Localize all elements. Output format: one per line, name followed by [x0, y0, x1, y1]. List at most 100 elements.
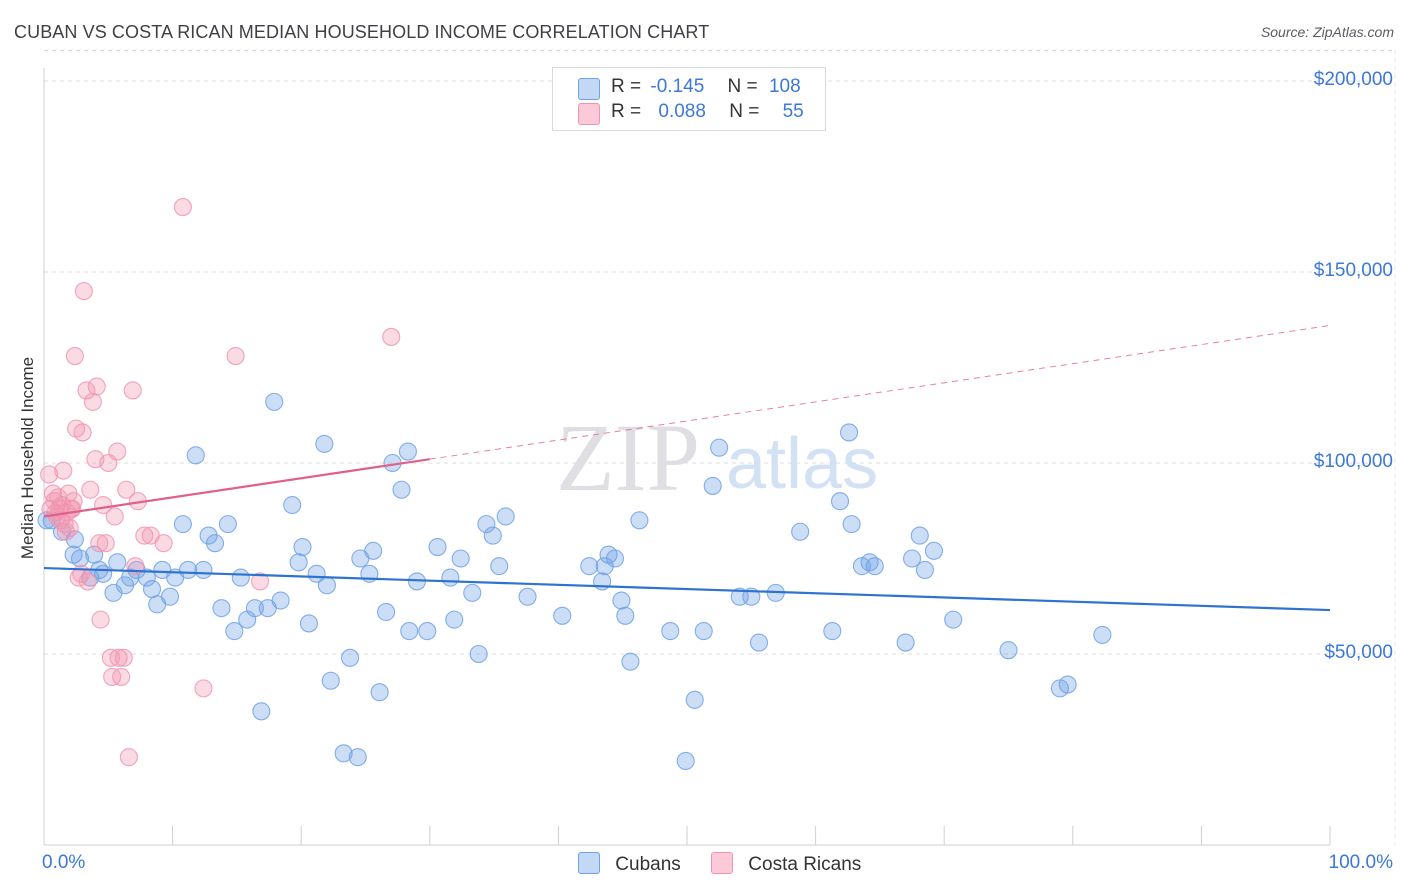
costa-ricans-point-43: [117, 480, 136, 499]
costa-ricans-trend-extension: [429, 324, 1331, 460]
cubans-point-59: [441, 568, 460, 587]
costa-ricans-point-48: [135, 526, 154, 545]
costa-ricans-point-42: [114, 648, 133, 667]
cubans-point-27: [218, 515, 237, 534]
cubans-point-84: [710, 438, 729, 457]
cubans-point-4: [70, 549, 90, 568]
costa-ricans-point-32: [91, 610, 110, 629]
costa-ricans-point-54: [250, 572, 270, 591]
costa-ricans-trend-line: [43, 458, 430, 518]
cubans-point-86: [742, 587, 761, 606]
y-tick-label-1: $100,000: [1313, 451, 1393, 472]
costa-ricans-point-19: [65, 346, 84, 366]
cubans-point-32: [252, 702, 271, 721]
costa-ricans-point-41: [112, 667, 131, 686]
costa-ricans-r-label: R =: [611, 101, 642, 122]
costa-ricans-point-38: [105, 507, 124, 526]
costa-ricans-point-55: [382, 327, 401, 346]
costa-ricans-point-23: [73, 423, 92, 442]
y-tick-label-0: $50,000: [1324, 642, 1393, 663]
costa-ricans-point-18: [64, 492, 83, 511]
y-tick-label-2: $150,000: [1313, 260, 1393, 281]
costa-ricans-point-0: [40, 465, 59, 484]
costa-ricans-point-51: [173, 198, 192, 217]
series-costa-ricans: [40, 198, 401, 767]
cubans-swatch: [578, 78, 600, 100]
cubans-point-15: [142, 580, 162, 599]
cubans-point-105: [1058, 675, 1077, 694]
cubans-point-51: [377, 602, 396, 622]
cubans-point-35: [271, 591, 290, 610]
legend-item-costa-ricans[interactable]: Costa Ricans: [711, 852, 861, 876]
cubans-point-67: [496, 507, 515, 526]
cubans-point-14: [137, 568, 156, 587]
cubans-point-66: [490, 557, 509, 576]
costa-ricans-point-24: [74, 282, 93, 301]
x-tick-max: 100.0%: [1328, 852, 1393, 873]
cubans-point-77: [621, 652, 640, 671]
cubans-point-53: [392, 480, 411, 499]
costa-ricans-point-45: [123, 381, 142, 400]
cubans-point-69: [553, 606, 572, 625]
cubans-point-26: [212, 599, 231, 618]
cubans-point-74: [605, 549, 625, 568]
costa-ricans-n-value: 55: [782, 101, 804, 122]
watermark: ZIP atlas: [556, 404, 878, 511]
cubans-point-55: [400, 622, 419, 641]
cubans-point-24: [199, 526, 218, 545]
cubans-point-41: [315, 434, 334, 453]
cubans-point-20: [173, 515, 192, 534]
costa-ricans-point-28: [83, 392, 102, 411]
chart-title: CUBAN VS COSTA RICAN MEDIAN HOUSEHOLD IN…: [14, 22, 710, 42]
cubans-point-23: [194, 560, 213, 580]
cubans-point-101: [924, 541, 943, 560]
cubans-point-31: [245, 599, 264, 618]
cubans-point-57: [418, 622, 437, 641]
cubans-point-46: [348, 748, 367, 767]
costa-ricans-r-value: 0.088: [658, 101, 706, 122]
cubans-point-81: [685, 690, 704, 709]
costa-ricans-point-36: [101, 648, 120, 667]
stats-box: R = -0.145 N = 108 R = 0.088 N = 55: [552, 67, 826, 131]
costa-ricans-point-30: [87, 377, 106, 396]
cubans-point-96: [865, 557, 884, 576]
cubans-point-93: [842, 515, 861, 534]
cubans-point-22: [186, 446, 205, 465]
cubans-point-64: [477, 515, 496, 534]
cubans-point-44: [334, 744, 353, 763]
cubans-point-82: [694, 622, 713, 641]
legend-item-cubans[interactable]: Cubans: [578, 852, 681, 876]
cubans-point-68: [518, 587, 537, 606]
cubans-r-label: R =: [611, 76, 642, 97]
cubans-point-79: [661, 622, 680, 641]
cubans-point-99: [910, 526, 929, 545]
costa-ricans-point-52: [194, 679, 213, 698]
cubans-point-75: [612, 591, 631, 610]
cubans-point-103: [999, 641, 1018, 660]
cubans-point-45: [341, 648, 360, 667]
costa-ricans-point-53: [226, 346, 245, 366]
cubans-trend-line: [43, 566, 1331, 612]
cubans-point-54: [398, 442, 417, 461]
cubans-point-98: [902, 549, 922, 568]
cubans-point-70: [580, 557, 599, 576]
cubans-point-92: [839, 423, 859, 442]
cubans-point-8: [94, 564, 113, 583]
watermark-zip: ZIP: [556, 404, 700, 511]
cubans-point-43: [321, 671, 340, 690]
costa-ricans-swatch: [578, 103, 600, 125]
costa-ricans-point-44: [119, 748, 138, 767]
watermark-atlas: atlas: [726, 424, 878, 504]
cubans-n-label: N =: [727, 76, 758, 97]
cubans-point-87: [749, 633, 769, 652]
costa-ricans-point-10: [54, 461, 73, 480]
legend-costa-ricans-swatch: [711, 852, 733, 874]
cubans-point-90: [823, 622, 842, 641]
axes: [43, 68, 1331, 846]
cubans-point-72: [595, 557, 614, 576]
cubans-point-36: [283, 495, 302, 515]
cubans-point-29: [231, 568, 250, 587]
legend-costa-ricans-label: Costa Ricans: [748, 854, 862, 875]
costa-ricans-point-50: [154, 534, 173, 553]
cubans-point-21: [178, 560, 198, 580]
